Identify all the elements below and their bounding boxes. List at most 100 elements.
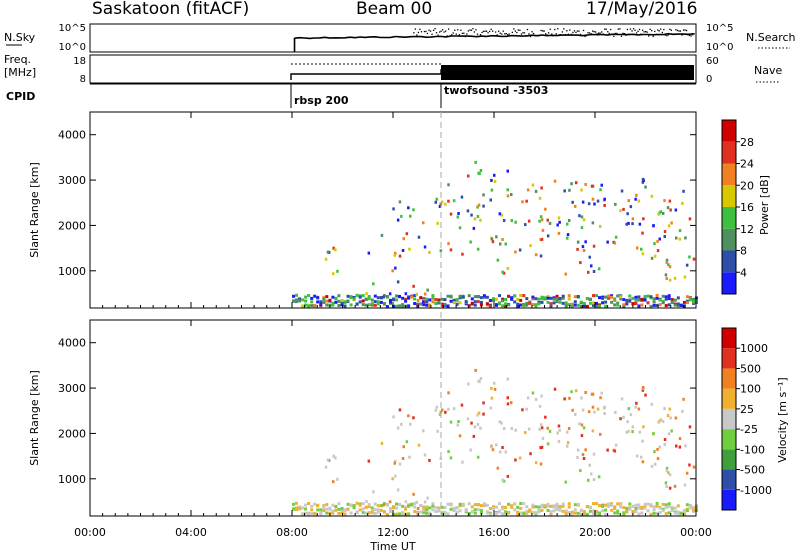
heatmap-cell: [619, 505, 623, 509]
heatmap-cell: [479, 303, 483, 307]
heatmap-cell: [476, 413, 479, 417]
nsearch-dot: [684, 29, 686, 31]
heatmap-cell: [573, 503, 577, 507]
heatmap-cell: [364, 511, 368, 515]
heatmap-cell: [641, 231, 644, 235]
heatmap-cell: [469, 448, 472, 452]
heatmap-cell: [495, 505, 498, 509]
heatmap-cell: [301, 506, 305, 510]
heatmap-cell: [476, 423, 480, 426]
nsearch-dot: [479, 34, 482, 36]
nsearch-dot: [567, 33, 569, 35]
nsearch-dot: [604, 28, 606, 30]
heatmap-cell: [373, 300, 377, 304]
cpid-strip: CPID rbsp 200 twofsound -3503: [6, 83, 696, 108]
heatmap-cell: [579, 512, 583, 516]
heatmap-cell: [367, 303, 371, 307]
heatmap-cell: [325, 511, 329, 515]
heatmap-cell: [470, 297, 474, 301]
heatmap-cell: [304, 507, 308, 511]
heatmap-cell: [622, 511, 626, 515]
heatmap-cell: [628, 294, 632, 298]
heatmap-cell: [650, 402, 654, 406]
heatmap-cell: [587, 478, 590, 482]
heatmap-cell: [574, 204, 577, 208]
heatmap-cell: [668, 486, 672, 490]
colorbar-swatch: [722, 228, 736, 251]
heatmap-cell: [564, 480, 567, 484]
nsearch-dot: [661, 31, 663, 34]
heatmap-cell: [446, 294, 450, 298]
heatmap-cell: [431, 504, 435, 508]
heatmap-cell: [607, 296, 611, 300]
heatmap-cell: [625, 430, 628, 434]
heatmap-cell: [501, 505, 505, 509]
heatmap-cell: [637, 503, 641, 507]
heatmap-cell: [540, 505, 544, 509]
heatmap-cell: [407, 504, 411, 508]
heatmap-cell: [367, 459, 371, 463]
heatmap-cell: [576, 503, 580, 506]
heatmap-cell: [396, 426, 400, 430]
nsearch-dot: [681, 34, 683, 36]
heatmap-cell: [613, 505, 617, 509]
heatmap-cell: [570, 510, 574, 514]
heatmap-cell: [595, 509, 598, 513]
xaxis-label: Time UT: [369, 540, 415, 553]
heatmap-cell: [540, 445, 544, 449]
heatmap-cell: [631, 430, 634, 434]
heatmap-cell: [440, 512, 444, 516]
heatmap-cell: [564, 301, 568, 305]
heatmap-cell: [488, 512, 492, 516]
heatmap-cell: [412, 208, 415, 212]
nsearch-dot: [460, 29, 462, 31]
heatmap-cell: [492, 505, 495, 509]
nsearch-dot: [607, 31, 609, 33]
nsearch-dot: [426, 32, 429, 35]
heatmap-cell: [670, 301, 674, 305]
heatmap-cell: [419, 296, 423, 300]
heatmap-cell: [325, 507, 329, 511]
heatmap-cell: [498, 510, 501, 514]
heatmap-cell: [437, 508, 441, 512]
heatmap-cell: [582, 426, 586, 430]
colorbar-swatch: [722, 449, 736, 470]
heatmap-cell: [682, 397, 685, 401]
nave-tick-top: 60: [706, 56, 719, 67]
heatmap-cell: [479, 296, 483, 300]
nsearch-dot: [645, 31, 647, 33]
heatmap-cell: [518, 248, 522, 252]
heatmap-cell: [295, 508, 298, 512]
heatmap-cell: [370, 302, 374, 306]
nsearch-dot: [504, 33, 506, 35]
heatmap-cell: [519, 298, 523, 302]
heatmap-cell: [590, 264, 593, 268]
heatmap-cell: [685, 301, 689, 305]
heatmap-cell: [514, 220, 517, 224]
nsearch-dot: [552, 35, 554, 37]
heatmap-cell: [488, 507, 492, 510]
heatmap-cell: [637, 512, 641, 516]
heatmap-cell: [479, 426, 482, 430]
heatmap-cell: [380, 441, 384, 445]
heatmap-cell: [473, 508, 477, 512]
heatmap-cell: [440, 304, 444, 308]
heatmap-cell: [688, 425, 692, 429]
heatmap-cell: [692, 297, 695, 301]
nsearch-dot: [523, 32, 526, 34]
freq-tick-top: 18: [73, 56, 86, 67]
heatmap-cell: [585, 505, 589, 508]
heatmap-cell: [413, 502, 417, 505]
heatmap-cell: [667, 432, 671, 436]
heatmap-cell: [476, 503, 480, 507]
heatmap-cell: [537, 297, 541, 301]
nsearch-dot: [546, 34, 548, 36]
heatmap-cell: [457, 212, 460, 215]
nsky-tick-bottom: 10^0: [59, 42, 86, 53]
heatmap-cell: [398, 304, 401, 308]
heatmap-cell: [637, 295, 641, 299]
heatmap-cell: [425, 508, 429, 512]
heatmap-cell: [579, 300, 583, 304]
nsearch-dot: [561, 31, 563, 33]
heatmap-cell: [501, 299, 505, 303]
